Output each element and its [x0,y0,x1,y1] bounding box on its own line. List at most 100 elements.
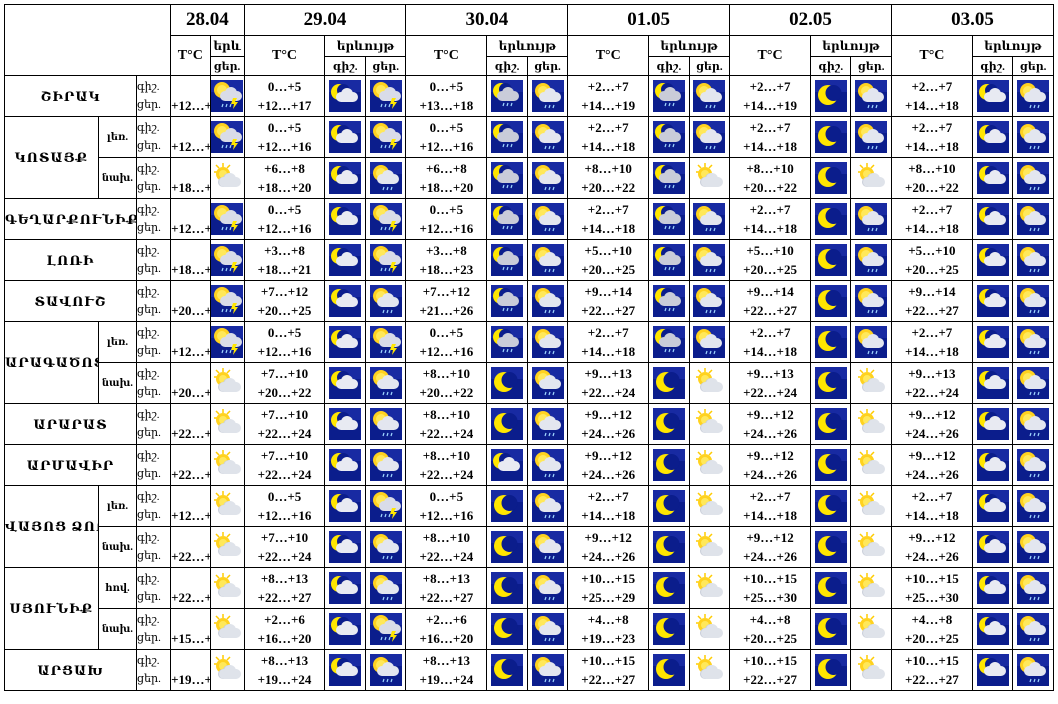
weather-day-cell [364,157,407,199]
moon-icon [814,572,847,604]
sun-cloud-icon [693,367,726,399]
temp-header: T°C [729,35,812,76]
sun-rain-icon [693,244,726,276]
table-row: նախ.գիշ. ցեր. +18…+20 +6…+8 +18…+20 +6…+8 +18… [5,157,1054,199]
weather-day-cell [688,403,731,445]
moon-icon [491,654,524,686]
temp-night [172,446,209,465]
region-name: ՍՅՈՒՆԻՔ [4,567,99,650]
temp-cell: +2…+7 +14…+18 [729,321,812,363]
weather-night-cell [324,280,366,322]
sun-rain-icon [1017,572,1050,604]
weather-day-cell [209,75,245,117]
temp-day: +19…+24 [257,672,312,687]
temp-night: +9…+12 [584,448,632,463]
temp-cell: +10…+15 +25…+29 [567,567,650,609]
weather-night-cell [971,116,1014,158]
temp-night: +2…+7 [749,79,791,94]
weather-header: երևույթ [648,35,731,57]
sun-rain-icon [1017,203,1050,235]
weather-night-cell [324,403,366,445]
temp-night: +10…+15 [743,653,797,668]
sun-rain-icon [693,203,726,235]
sun-rain-icon [693,326,726,358]
day-header: ցեր. [1012,56,1054,76]
period-labels: գիշ. ցեր. [136,198,172,240]
moon-rain-icon [652,80,685,112]
temp-cell: +4…+8 +19…+23 [567,608,650,650]
weather-night-cell [971,444,1014,486]
moon-cloud-icon [491,449,524,481]
sun-rain-icon [855,285,888,317]
temp-day: +22…+27 [581,672,636,687]
weather-day-cell [1012,75,1054,117]
weather-day-cell [688,444,731,486]
temp-cell: +22…+24 [170,403,211,445]
temp-day: +24…+26 [743,549,797,564]
weather-night-cell [971,321,1014,363]
weather-night-cell [810,403,852,445]
temp-night: 0…+5 [429,79,464,94]
temp-night: 0…+5 [429,325,464,340]
moon-rain-icon [491,162,524,194]
temp-night: 0…+5 [429,489,464,504]
day-label: ցեր. [137,263,161,275]
weather-night-cell [648,485,690,527]
moon-icon [491,613,524,645]
temp-night: +7…+10 [260,448,309,463]
weather-night-cell [971,608,1014,650]
temp-day: +22…+27 [581,303,636,318]
temp-night [172,200,209,219]
moon-rain-icon [491,80,524,112]
moon-icon [814,654,847,686]
weather-day-cell [364,280,407,322]
temp-day: +24…+26 [743,426,797,441]
temp-day: +14…+18 [904,139,959,154]
temp-night: +10…+15 [904,653,959,668]
moon-rain-icon [652,203,685,235]
temp-cell: +18…+20 [170,157,211,199]
moon-rain-icon [491,326,524,358]
temp-night: 0…+5 [267,79,302,94]
weather-day-cell [688,75,731,117]
temp-day: +22…+27 [743,303,797,318]
weather-day-cell [850,198,892,240]
temp-cell: +12…+17 [170,75,211,117]
moon-icon [652,490,685,522]
temp-cell: +2…+7 +14…+18 [890,116,973,158]
sun-rain-icon [531,285,564,317]
day-label: ցեր. [137,427,161,439]
temp-cell: +2…+7 +14…+19 [729,75,812,117]
night-header: գիշ. [324,56,366,76]
sun-rain-icon [855,244,888,276]
weather-day-cell [364,485,407,527]
temp-night: +9…+13 [584,366,632,381]
moon-rain-icon [491,121,524,153]
sun-rain-icon [531,408,564,440]
weather-night-cell [810,567,852,609]
storm-icon [369,490,402,522]
temp-night: +9…+14 [746,284,794,299]
day-label: ցեր. [137,181,161,193]
temp-night: +9…+13 [908,366,956,381]
sun-cloud-icon [211,572,244,604]
night-label: գիշ. [137,532,160,544]
weather-day-cell [1012,362,1054,404]
moon-icon [814,367,847,399]
temp-night: 0…+5 [429,120,464,135]
weather-day-cell [209,280,245,322]
weather-night-cell [648,75,690,117]
region-name: ԱՐԱՐԱՏ [3,403,138,445]
temp-day: +12…+17 [257,98,312,113]
weather-day-cell [526,157,569,199]
temp-cell: +9…+13 +22…+24 [567,362,650,404]
temp-cell: +2…+7 +14…+18 [567,198,650,240]
night-label: գիշ. [137,614,160,626]
region-name: ԱՐՑԱԽ [3,649,138,691]
moon-cloud-icon [329,654,362,686]
sun-cloud-icon [693,531,726,563]
temp-day: +22…+24 [171,426,210,441]
